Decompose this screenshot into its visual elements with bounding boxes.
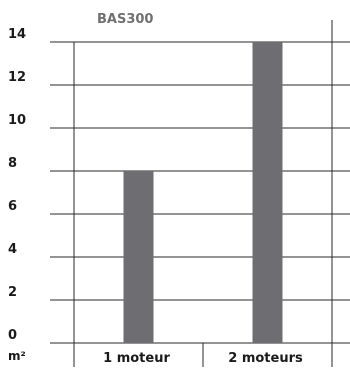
- y-tick-label: 0: [8, 328, 17, 343]
- x-category-label: 1 moteur: [103, 351, 170, 366]
- y-tick-label: 14: [8, 27, 26, 42]
- bars: [123, 42, 283, 343]
- grid-lines: [50, 41, 350, 344]
- y-axis-unit-label: m²: [8, 349, 26, 363]
- x-category-label: 2 moteurs: [228, 351, 303, 366]
- bar-1-moteur: [123, 171, 154, 343]
- y-tick-label: 8: [8, 156, 17, 171]
- y-tick-label: 6: [8, 199, 17, 214]
- y-tick-label: 12: [8, 70, 26, 85]
- axes: [73, 20, 333, 367]
- y-tick-label: 10: [8, 113, 26, 128]
- y-tick-label: 4: [8, 242, 17, 257]
- bar-2-moteurs: [252, 42, 283, 343]
- y-tick-label: 2: [8, 285, 17, 300]
- labels: 0 2 4 6 8 10 12 14 1 moteur 2 moteurs BAS300 m²: [8, 12, 303, 366]
- chart-title: BAS300: [97, 12, 153, 27]
